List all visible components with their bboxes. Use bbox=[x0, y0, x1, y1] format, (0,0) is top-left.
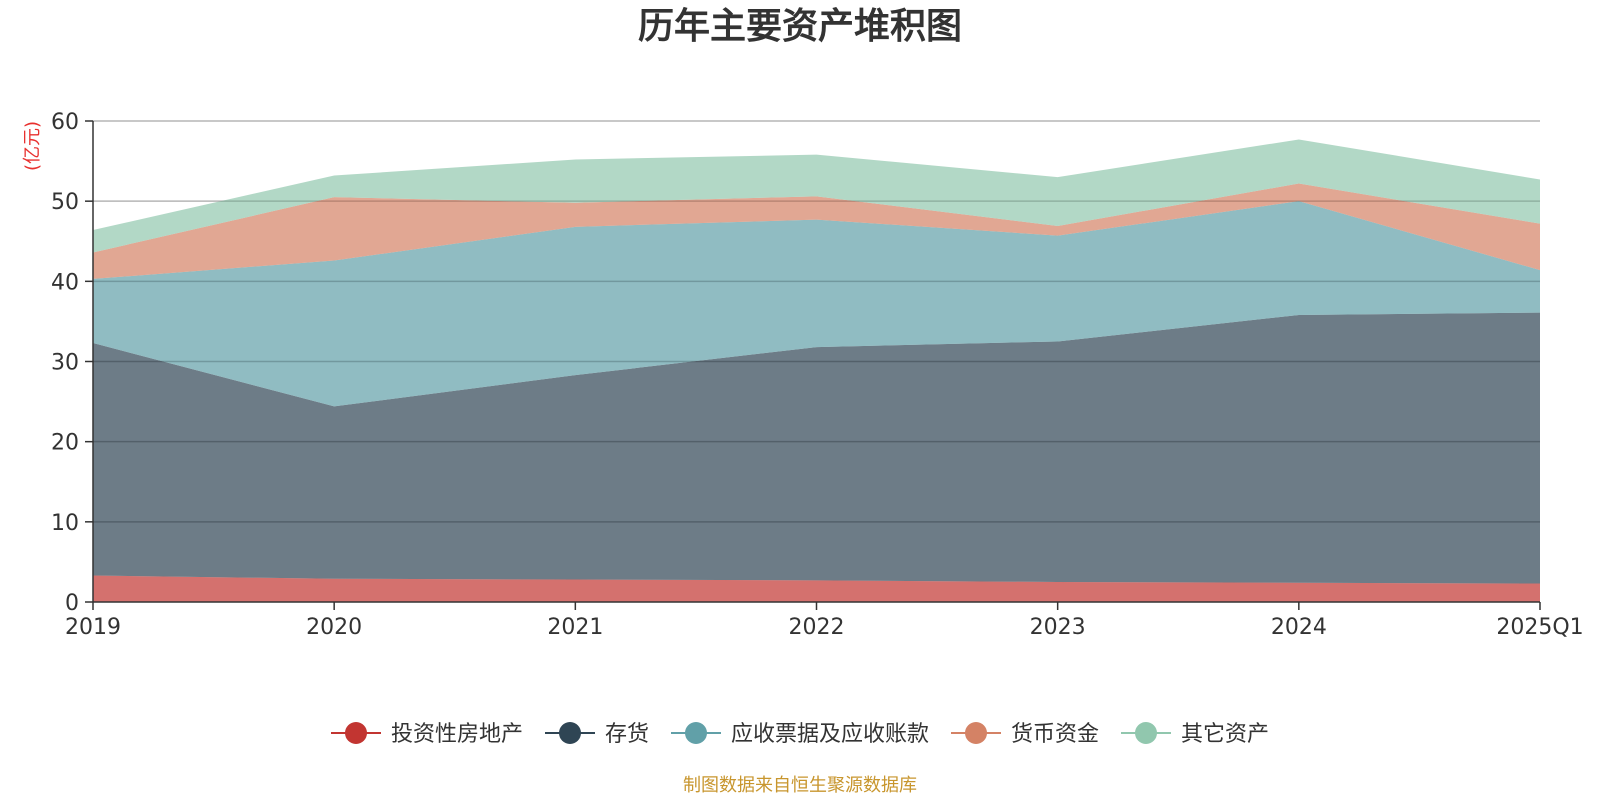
y-tick-label: 20 bbox=[51, 431, 79, 456]
y-tick-label: 10 bbox=[51, 511, 79, 536]
data-source-note: 制图数据来自恒生聚源数据库 bbox=[683, 775, 917, 796]
legend-marker bbox=[1135, 722, 1157, 744]
legend-marker bbox=[685, 722, 707, 744]
legend-item-1[interactable]: 存货 bbox=[545, 722, 649, 747]
x-tick-label: 2019 bbox=[65, 615, 121, 640]
legend-label: 应收票据及应收账款 bbox=[731, 722, 929, 747]
x-tick-label: 2021 bbox=[547, 615, 603, 640]
area-series-group bbox=[93, 120, 1540, 602]
area-series-2[interactable] bbox=[93, 201, 1540, 407]
axes: 0 10 20 30 40 50 60 2019 2020 2021 2022 2023 2024 202… bbox=[51, 110, 1584, 640]
legend-item-4[interactable]: 其它资产 bbox=[1121, 722, 1269, 747]
legend-item-0[interactable]: 投资性房地产 bbox=[331, 722, 523, 747]
x-tick-label: 2024 bbox=[1271, 615, 1327, 640]
x-tick-label: 2020 bbox=[306, 615, 362, 640]
area-series-3[interactable] bbox=[93, 183, 1540, 279]
chart-title: 历年主要资产堆积图 bbox=[638, 6, 962, 47]
legend-item-3[interactable]: 货币资金 bbox=[951, 722, 1099, 747]
y-tick-label: 30 bbox=[51, 351, 79, 376]
y-tick-label: 0 bbox=[65, 591, 79, 616]
legend-label: 其它资产 bbox=[1181, 722, 1269, 747]
y-tick-label: 40 bbox=[51, 270, 79, 295]
legend-label: 投资性房地产 bbox=[391, 722, 523, 747]
legend-marker bbox=[559, 722, 581, 744]
legend-marker bbox=[345, 722, 367, 744]
x-tick-label: 2022 bbox=[789, 615, 845, 640]
legend-label: 存货 bbox=[605, 722, 649, 747]
legend-marker bbox=[965, 722, 987, 744]
x-tick-label: 2023 bbox=[1030, 615, 1086, 640]
y-tick-label: 60 bbox=[51, 110, 79, 135]
legend-label: 货币资金 bbox=[1011, 722, 1099, 747]
legend[interactable]: 投资性房地产 存货 应收票据及应收账款 货币资金 其它资产 bbox=[331, 722, 1269, 747]
y-axis-unit-label: (亿元) bbox=[22, 121, 43, 171]
area-series-4[interactable] bbox=[93, 139, 1540, 253]
legend-item-2[interactable]: 应收票据及应收账款 bbox=[671, 722, 929, 747]
area-series-1[interactable] bbox=[93, 312, 1540, 584]
x-tick-label: 2025Q1 bbox=[1496, 615, 1583, 640]
y-tick-label: 50 bbox=[51, 190, 79, 215]
area-series-0[interactable] bbox=[93, 575, 1540, 602]
